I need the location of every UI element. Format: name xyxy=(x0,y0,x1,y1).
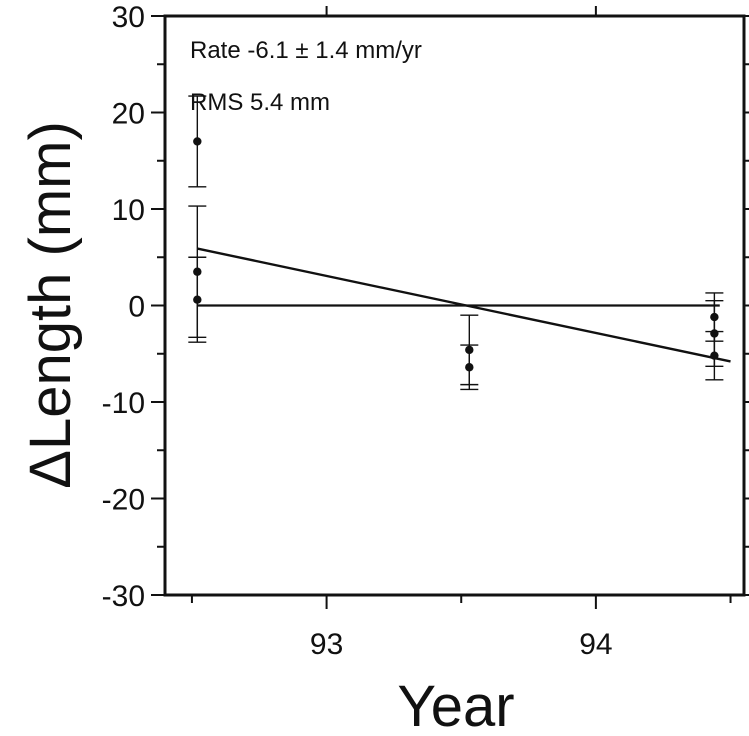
data-point xyxy=(193,295,202,304)
data-point xyxy=(193,137,202,146)
line-layer xyxy=(197,247,731,363)
axis-layer: 30 20 10 0 -10 -20 -30 93 94 xyxy=(102,1,749,661)
x-axis-title: Year xyxy=(397,674,514,736)
y-tick-label: 20 xyxy=(112,98,145,131)
y-tick-label: 10 xyxy=(112,194,145,227)
point-layer xyxy=(188,95,724,391)
y-tick-label: -30 xyxy=(102,580,145,613)
x-tick-label: 94 xyxy=(579,628,612,661)
rate-annotation: Rate -6.1 ± 1.4 mm/yr xyxy=(190,37,422,64)
rms-annotation: RMS 5.4 mm xyxy=(190,89,330,116)
text-layer: Rate -6.1 ± 1.4 mm/yr RMS 5.4 mm Year ΔLeng… xyxy=(18,37,515,736)
trend-line xyxy=(197,247,731,363)
x-tick-label: 93 xyxy=(310,628,343,661)
data-point xyxy=(710,351,719,360)
y-axis-title: ΔLength (mm) xyxy=(18,121,83,489)
y-tick-label: -10 xyxy=(102,387,145,420)
y-tick-label: -20 xyxy=(102,484,145,517)
data-point xyxy=(465,363,474,372)
y-tick-label: 30 xyxy=(112,1,145,34)
y-tick-label: 0 xyxy=(128,291,145,324)
